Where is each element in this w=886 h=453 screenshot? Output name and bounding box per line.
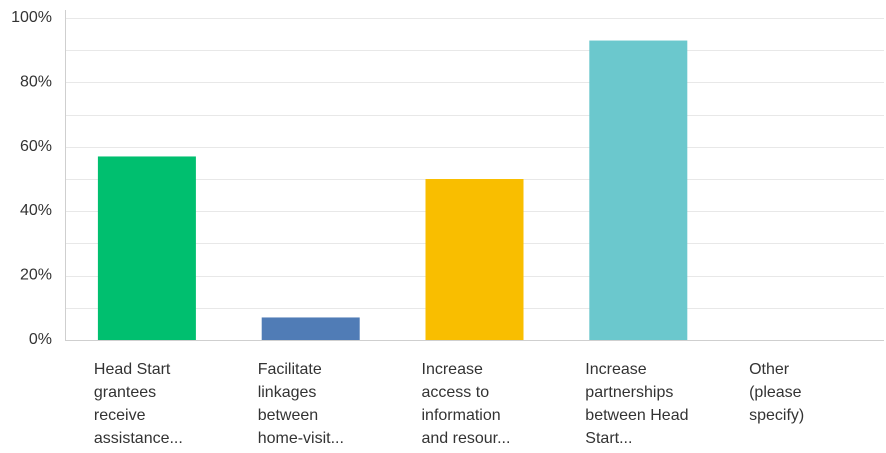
y-tick-label: 100% [11,9,52,26]
y-axis: 0% 20% 40% 60% 80% 100% [11,9,52,348]
x-category-label: Head Start grantees receive assistance..… [93,361,183,447]
y-tick-label: 20% [20,267,52,284]
y-tick-label: 40% [20,202,52,219]
bar[interactable] [261,317,360,340]
x-category-label: Increase access to information and resou… [421,361,511,447]
x-category-label: Other (please specify) [749,361,805,424]
x-category-label: Increase partnerships between Head Start… [585,361,689,447]
bar[interactable] [589,40,688,340]
x-category-label: Facilitate linkages between home-visit..… [257,361,344,447]
bar[interactable] [97,156,196,340]
y-tick-label: 60% [20,138,52,155]
y-tick-label: 0% [29,331,52,348]
bars [97,40,688,340]
y-tick-label: 80% [20,73,52,90]
bar[interactable] [425,179,524,340]
